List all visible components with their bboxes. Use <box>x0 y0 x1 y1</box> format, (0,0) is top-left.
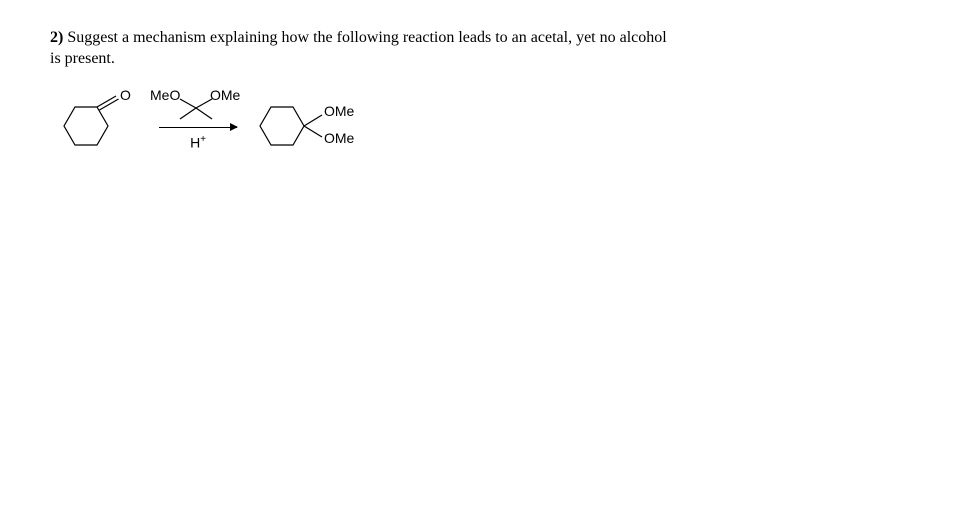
question-body-line1: Suggest a mechanism explaining how the f… <box>67 29 666 46</box>
product-ring <box>260 107 304 145</box>
reagent-above: MeO OMe <box>150 88 246 125</box>
cyclohexanone-svg: O <box>56 88 144 154</box>
product-ome-1: OMe <box>324 103 355 119</box>
reagent-below: H+ <box>190 134 206 151</box>
bond-ome-left <box>180 99 196 108</box>
question-text: 2) Suggest a mechanism explaining how th… <box>50 28 919 70</box>
bond-ome-1 <box>304 115 322 126</box>
starting-material: O <box>56 88 144 159</box>
reaction-arrow <box>159 127 237 128</box>
product: OMe OMe <box>252 88 362 159</box>
bond-me-right <box>196 108 212 119</box>
bond-ome-right <box>196 99 212 108</box>
reaction-scheme: O MeO OMe H+ OMe OMe <box>56 88 919 159</box>
bond-me-left <box>180 108 196 119</box>
dimethoxypropane-svg: MeO OMe <box>150 88 246 122</box>
reagent-below-plus: + <box>200 134 206 145</box>
reagent-below-h: H <box>190 134 200 150</box>
question-body-line2: is present. <box>50 50 115 67</box>
reaction-arrow-block: MeO OMe H+ <box>150 88 246 151</box>
question-number: 2) <box>50 29 63 46</box>
reagent-right-label: OMe <box>210 88 241 103</box>
reagent-left-label: MeO <box>150 88 180 103</box>
bond-ome-2 <box>304 126 322 137</box>
carbonyl-o-label: O <box>120 88 131 103</box>
acetal-svg: OMe OMe <box>252 88 362 154</box>
product-ome-2: OMe <box>324 130 355 146</box>
cyclohexane-ring <box>64 107 108 145</box>
